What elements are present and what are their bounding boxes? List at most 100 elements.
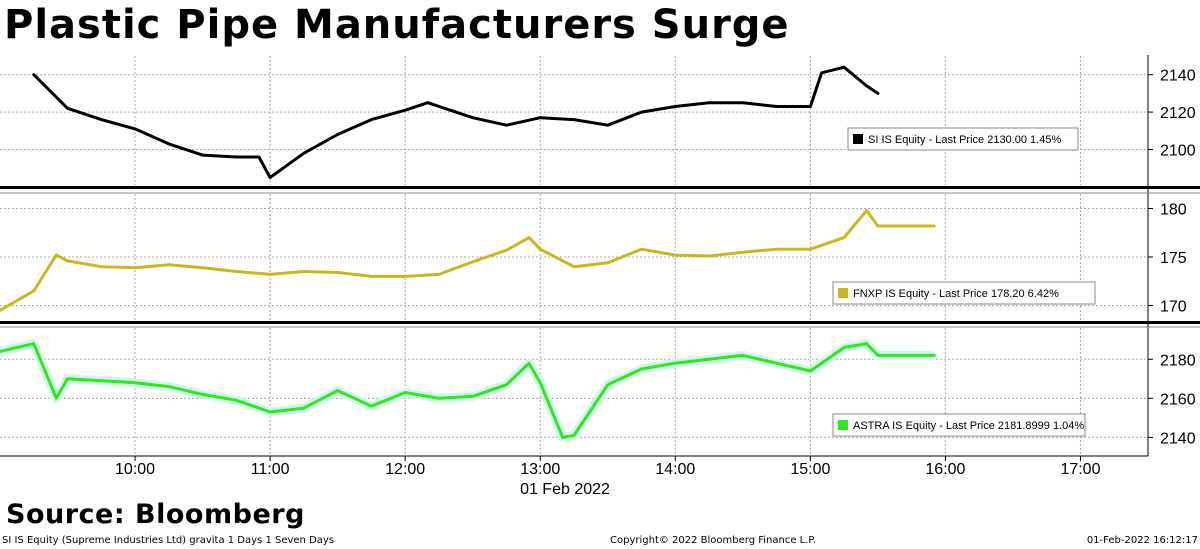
series-point: [268, 410, 272, 414]
series-point: [55, 253, 58, 257]
legend-swatch: [853, 134, 863, 144]
series-point: [505, 383, 508, 386]
series-point: [336, 271, 339, 274]
y-tick-label: 180: [1160, 202, 1187, 219]
legend-frame: [832, 281, 1096, 305]
series-point: [167, 263, 171, 266]
series-point: [809, 248, 812, 251]
series-point: [932, 224, 936, 228]
series-point: [302, 270, 306, 273]
series-point: [876, 92, 880, 95]
series-point: [437, 273, 441, 276]
series-point: [268, 273, 272, 276]
panel-separator-2: [0, 321, 1200, 324]
footer-copyright: Copyright© 2022 Bloomberg Finance L.P.: [610, 535, 817, 546]
series-point: [932, 354, 936, 357]
series-point: [268, 176, 272, 179]
x-tick-label: 17:00: [1060, 461, 1100, 478]
series-point: [370, 275, 373, 278]
series-point: [32, 289, 35, 293]
series-point: [133, 381, 137, 384]
series-point: [471, 116, 474, 119]
series-point: [167, 385, 171, 388]
series-point: [606, 261, 609, 265]
series-point: [66, 259, 69, 263]
x-date-label: 01 Feb 2022: [520, 481, 610, 498]
y-tick-label: 175: [1160, 250, 1187, 267]
series-point: [32, 73, 35, 76]
series-point: [910, 224, 913, 228]
series-point: [437, 397, 441, 400]
source-label: Source: Bloomberg: [6, 499, 305, 530]
series-point: [66, 107, 69, 110]
series-point: [775, 361, 778, 365]
series-point: [640, 367, 643, 371]
y-tick-label: 2100: [1160, 142, 1196, 159]
series-point: [66, 377, 69, 380]
series-point: [572, 434, 576, 437]
series-point: [572, 265, 576, 268]
footer-timestamp: 01-Feb-2022 16:12:17: [1086, 535, 1198, 546]
series-point: [370, 118, 373, 121]
series-point: [741, 101, 745, 104]
series-point: [572, 118, 576, 121]
series-point: [775, 248, 778, 251]
series-point: [809, 369, 812, 373]
series-point: [561, 436, 564, 439]
series-point: [606, 383, 609, 386]
series-point: [775, 105, 778, 108]
legend-frame: [832, 413, 1086, 437]
y-tick-label: 2160: [1160, 391, 1196, 408]
series-point: [235, 399, 238, 402]
series-point: [842, 66, 846, 69]
series-point: [505, 249, 508, 252]
legend-box: ASTRA IS Equity - Last Price 2181.8999 1…: [832, 413, 1086, 437]
series-point: [471, 260, 474, 264]
x-tick-label: 10:00: [115, 461, 155, 478]
series-point: [842, 346, 846, 349]
chart-title: Plastic Pipe Manufacturers Surge: [4, 2, 790, 48]
y-tick-label: 2180: [1160, 352, 1196, 369]
series-point: [403, 275, 407, 278]
series-point: [640, 248, 643, 251]
series-point: [201, 393, 204, 396]
series-point: [876, 354, 880, 357]
series-point: [809, 105, 812, 108]
series-point: [640, 110, 643, 114]
series-line: [0, 209, 936, 312]
series-point: [527, 361, 531, 365]
y-tick-label: 2120: [1160, 105, 1196, 122]
series-point: [235, 270, 238, 273]
footer-security-label: SI IS Equity (Supreme Industries Ltd) gr…: [2, 535, 335, 546]
series-point: [32, 342, 35, 345]
series-point: [741, 250, 745, 254]
series-point: [302, 152, 306, 155]
series-point: [235, 155, 238, 159]
series-point: [133, 127, 137, 131]
series-point: [55, 397, 58, 400]
series-point: [336, 389, 339, 392]
x-tick-label: 16:00: [925, 461, 965, 478]
series-point: [302, 406, 306, 410]
series-point: [674, 253, 677, 257]
series-point: [0, 350, 2, 353]
series-point: [0, 309, 2, 312]
series-point: [167, 142, 171, 146]
panel-separator-1: [0, 186, 1200, 189]
legend-swatch: [838, 288, 848, 298]
series-point: [865, 209, 868, 212]
series-point: [674, 361, 677, 365]
x-tick-label: 14:00: [655, 461, 695, 478]
legend-frame: [847, 127, 1079, 151]
series-point: [370, 404, 373, 408]
series-point: [707, 101, 711, 104]
y-tick-label: 2140: [1160, 430, 1196, 447]
series-point: [257, 155, 261, 159]
x-tick-label: 13:00: [520, 461, 560, 478]
series-point: [100, 265, 103, 268]
legend-label: ASTRA IS Equity - Last Price 2181.8999 1…: [853, 420, 1084, 432]
legend-swatch: [838, 420, 848, 430]
x-tick-label: 11:00: [251, 461, 290, 478]
legend-label: FNXP IS Equity - Last Price 178.20 6.42%: [853, 288, 1059, 300]
series-point: [707, 254, 711, 258]
